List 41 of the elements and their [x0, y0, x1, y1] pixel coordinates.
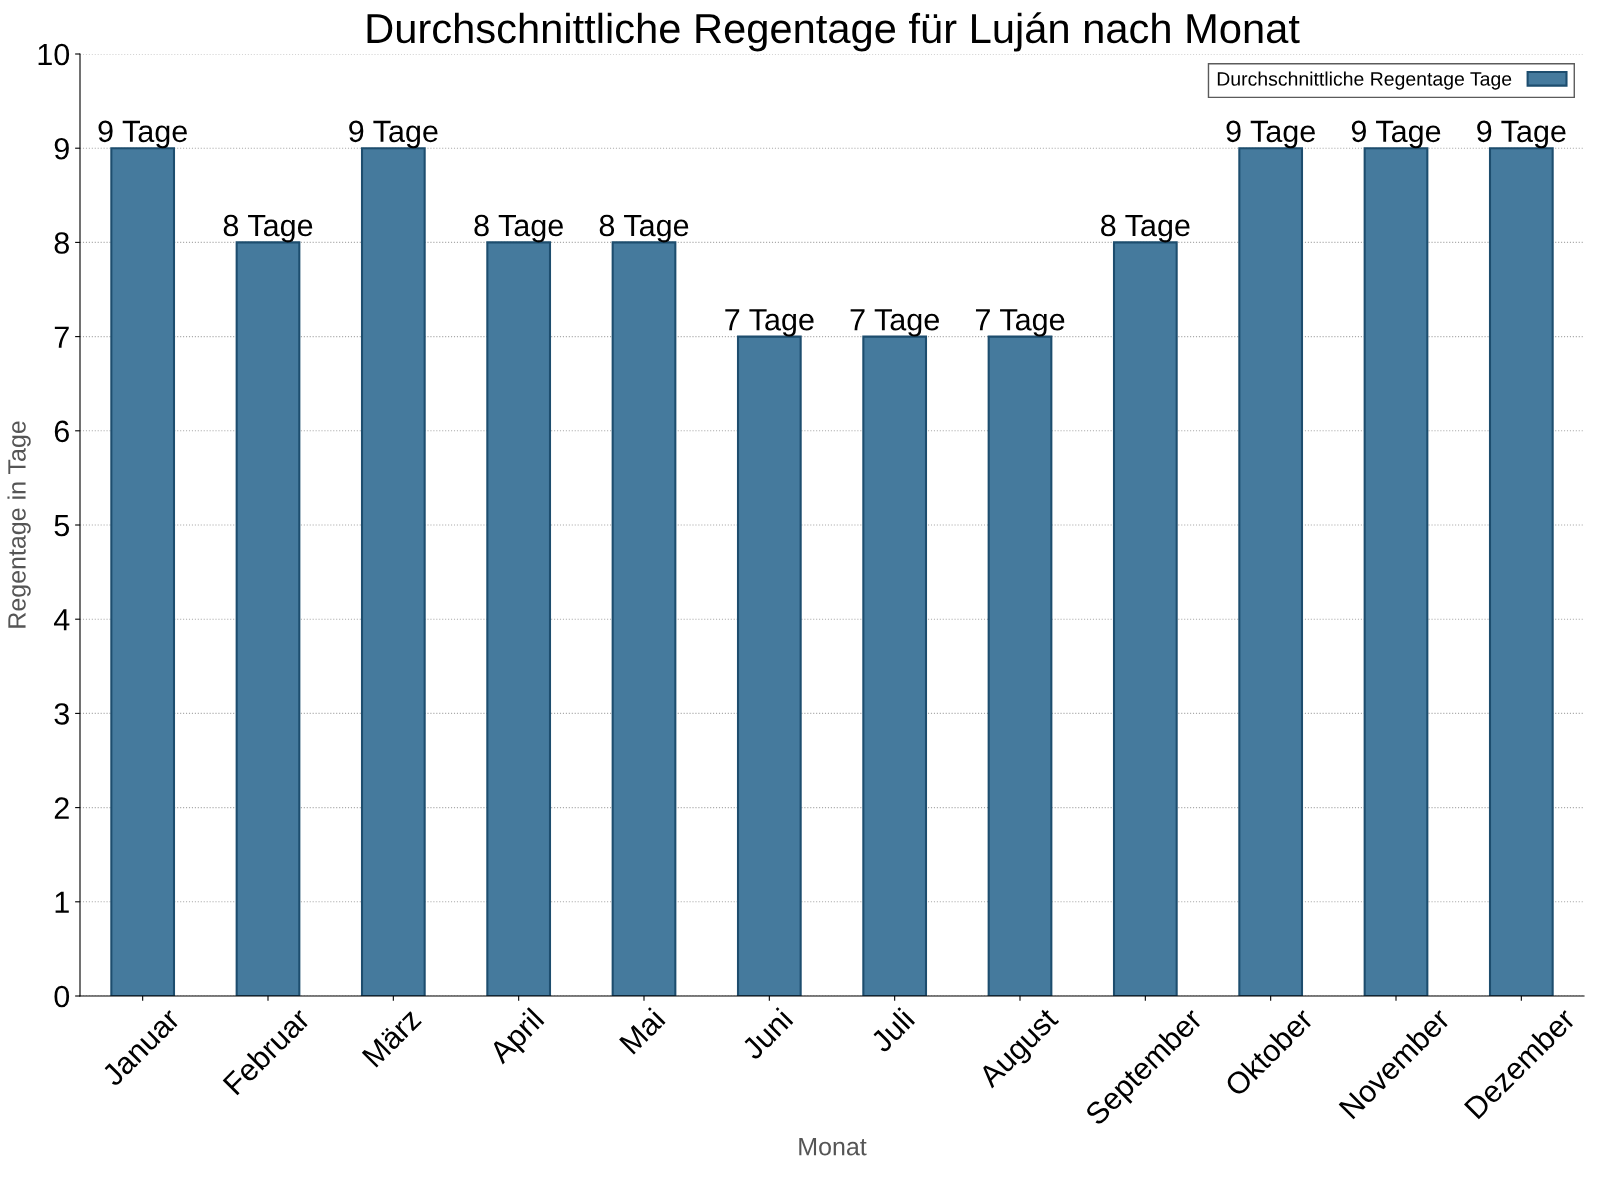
bar — [1112, 241, 1178, 996]
bar — [736, 335, 802, 996]
y-tick-label: 4 — [53, 609, 70, 631]
data-label: 9 Tage — [1477, 120, 1566, 149]
y-tick-label: 5 — [54, 515, 69, 537]
bar — [987, 335, 1053, 996]
data-label: 8 Tage — [1101, 214, 1190, 243]
y-tick-label: 10 — [38, 43, 70, 66]
data-label: 9 Tage — [1226, 120, 1315, 149]
y-tick-label: 8 — [54, 232, 69, 254]
chart-title: Durchschnittliche Regentage für Luján nach Monat — [367, 12, 1300, 52]
data-label: 8 Tage — [474, 214, 563, 243]
data-label: 9 Tage — [98, 120, 187, 149]
x-tick-label: Mai — [618, 1007, 666, 1055]
data-label: 8 Tage — [599, 214, 689, 243]
data-label: 9 Tage — [1351, 120, 1441, 149]
y-axis-title: Regentage in Tage — [7, 421, 31, 628]
bar — [235, 241, 301, 996]
bar — [611, 241, 677, 996]
y-tick-label: 7 — [54, 326, 69, 348]
bar — [110, 147, 176, 996]
y-tick-label: 3 — [54, 703, 69, 725]
y-tick-label: 6 — [54, 420, 69, 443]
bar — [360, 147, 426, 996]
y-tick-label: 0 — [54, 985, 70, 1008]
y-tick-label: 2 — [54, 797, 69, 819]
bar — [862, 335, 928, 996]
data-label: 9 Tage — [349, 120, 438, 149]
bar — [1488, 147, 1554, 996]
data-label: 7 Tage — [725, 309, 814, 337]
bar — [1363, 147, 1429, 996]
data-label: 7 Tage — [850, 309, 939, 337]
y-tick-label: 9 — [54, 137, 69, 160]
legend-label: Durchschnittliche Regentage Tage — [1217, 71, 1512, 90]
x-tick-label: Juli — [868, 1007, 916, 1054]
bar — [1238, 147, 1304, 996]
data-label: 8 Tage — [223, 214, 313, 243]
bar — [486, 241, 552, 996]
x-axis-title: Monat — [799, 1138, 867, 1156]
y-tick-label: 1 — [55, 891, 69, 913]
data-label: 7 Tage — [975, 309, 1065, 337]
